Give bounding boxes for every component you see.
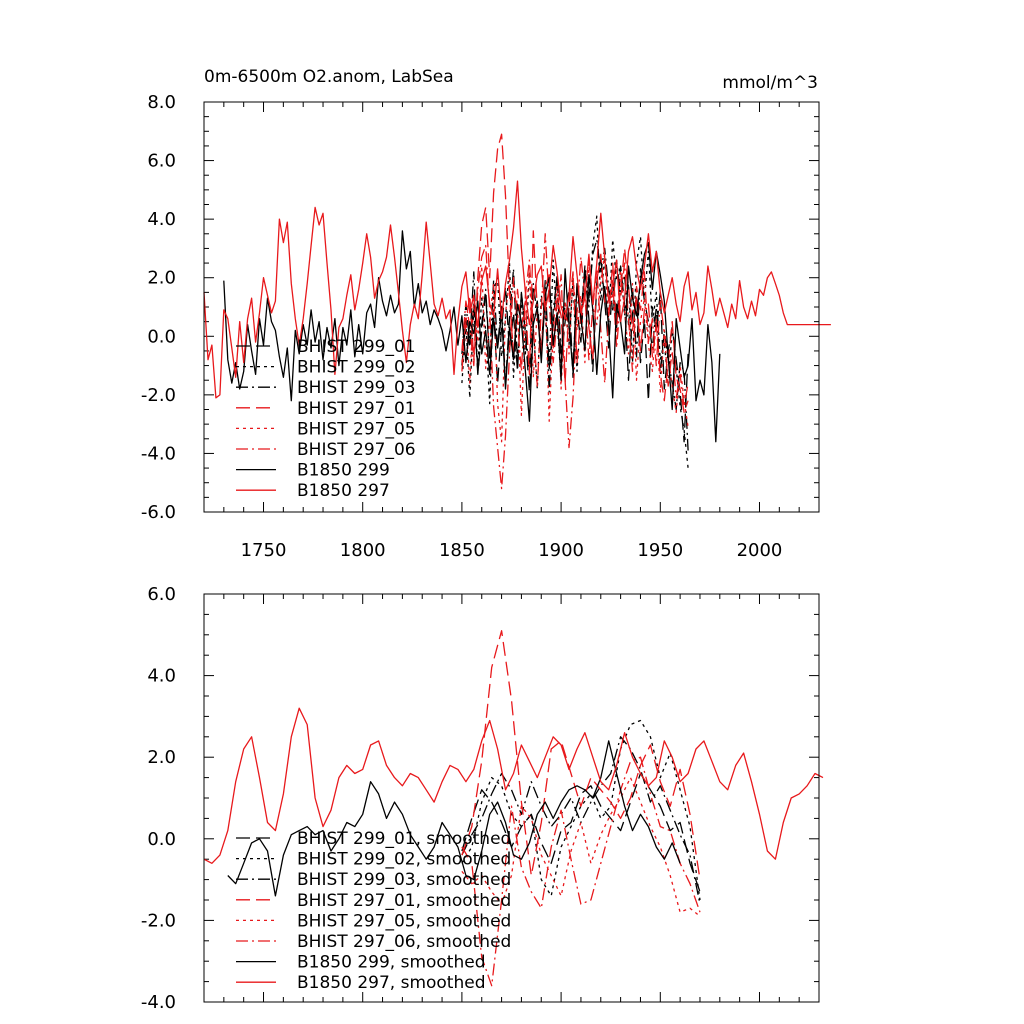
y-tick-label: 2.0	[147, 747, 176, 768]
series-line-6	[461, 233, 689, 490]
legend-label: B1850 299, smoothed	[297, 953, 486, 973]
bottom-plot-frame	[203, 593, 820, 1003]
legend-label: BHIST 297_06, smoothed	[297, 932, 511, 952]
legend-label: B1850 299	[297, 461, 390, 481]
x-tick-label: 1750	[241, 540, 287, 561]
top-chart-units: mmol/m^3	[722, 73, 818, 93]
top-panel: 0m-6500m O2.anom, LabSea mmol/m^3 1750 18…	[141, 67, 831, 561]
bottom-series-lines	[203, 630, 824, 987]
top-axis-ticks	[204, 101, 820, 513]
legend-label: BHIST 297_05	[297, 419, 416, 439]
top-plot-frame	[203, 101, 820, 513]
series-line-6	[461, 756, 701, 987]
y-tick-label: 0.0	[147, 829, 176, 850]
legend-label: B1850 297	[297, 481, 390, 501]
legend-label: BHIST 299_03, smoothed	[297, 870, 511, 890]
y-tick-label: 2.0	[147, 268, 176, 289]
legend-label: BHIST 299_02, smoothed	[297, 850, 511, 870]
y-tick-label: 4.0	[147, 666, 176, 687]
series-line-8	[203, 180, 831, 399]
y-tick-label: 6.0	[147, 151, 176, 172]
bottom-panel: -4.0 -2.0 0.0 2.0 4.0 6.0 BHIST 299_01, smoot…	[141, 584, 824, 1013]
top-y-tick-labels: -6.0 -4.0 -2.0 0.0 2.0 4.0 6.0 8.0	[141, 92, 176, 523]
series-line-1	[461, 256, 689, 443]
y-tick-label: -6.0	[141, 502, 176, 523]
series-line-2	[461, 719, 701, 901]
bottom-axis-ticks	[204, 593, 820, 1003]
legend-label: BHIST 297_06	[297, 440, 416, 460]
top-x-tick-labels: 1750 1800 1850 1900 1950 2000	[241, 540, 783, 561]
series-line-7	[223, 230, 721, 443]
series-line-4	[461, 630, 701, 880]
x-tick-label: 1900	[538, 540, 584, 561]
x-tick-label: 1950	[637, 540, 683, 561]
series-line-4	[461, 133, 689, 414]
legend-label: BHIST 299_02	[297, 358, 416, 378]
top-chart-title: 0m-6500m O2.anom, LabSea	[204, 67, 454, 87]
y-tick-label: 8.0	[147, 92, 176, 113]
legend-label: B1850 297, smoothed	[297, 973, 486, 993]
y-tick-label: 6.0	[147, 584, 176, 605]
series-line-3	[461, 736, 701, 905]
y-tick-label: 4.0	[147, 209, 176, 230]
series-line-1	[461, 772, 701, 893]
x-tick-label: 1800	[340, 540, 386, 561]
legend-label: BHIST 299_03	[297, 378, 416, 398]
legend-label: BHIST 299_01, smoothed	[297, 829, 511, 849]
x-tick-label: 1850	[439, 540, 485, 561]
y-tick-label: -2.0	[141, 385, 176, 406]
legend-label: BHIST 299_01	[297, 337, 416, 357]
y-tick-label: -4.0	[141, 443, 176, 464]
top-series-lines	[203, 133, 831, 490]
x-tick-label: 2000	[737, 540, 783, 561]
series-line-7	[227, 740, 681, 897]
legend-label: BHIST 297_05, smoothed	[297, 911, 511, 931]
series-line-8	[203, 707, 824, 864]
y-tick-label: -4.0	[141, 992, 176, 1013]
series-line-5	[461, 253, 689, 443]
bottom-y-tick-labels: -4.0 -2.0 0.0 2.0 4.0 6.0	[141, 584, 176, 1013]
legend-label: BHIST 297_01, smoothed	[297, 891, 511, 911]
y-tick-label: -2.0	[141, 910, 176, 931]
y-tick-label: 0.0	[147, 326, 176, 347]
legend-label: BHIST 297_01	[297, 399, 416, 419]
